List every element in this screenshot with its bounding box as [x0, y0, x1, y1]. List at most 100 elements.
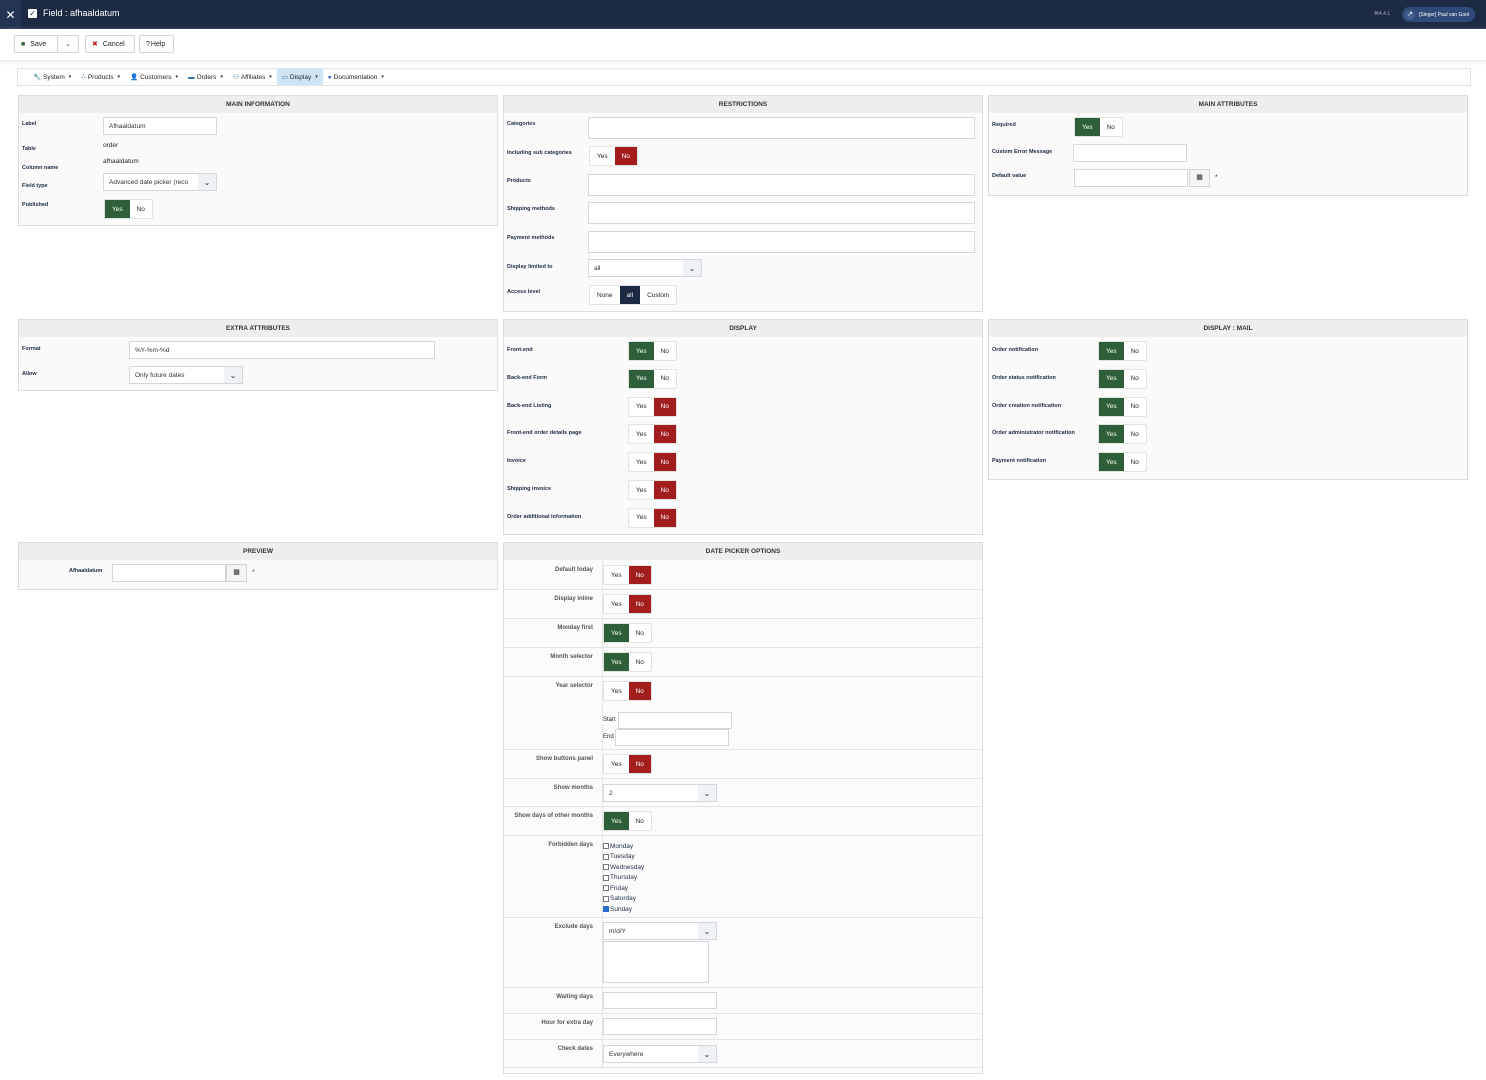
no-option[interactable]: No: [653, 508, 676, 527]
no-option[interactable]: No: [614, 147, 637, 165]
back-end-formtoggle[interactable]: Yes No: [628, 368, 677, 389]
checkbox[interactable]: [603, 885, 609, 892]
preview-date-input[interactable]: [112, 564, 226, 582]
day-checkbox-item[interactable]: Tuesday: [603, 852, 644, 863]
show-months-select[interactable]: 2 ⌄: [603, 784, 717, 802]
hour-input[interactable]: [603, 1018, 717, 1035]
no-option[interactable]: No: [635, 658, 644, 666]
yes-option[interactable]: Yes: [636, 458, 647, 466]
day-checkbox-item[interactable]: Monday: [603, 841, 644, 852]
field-type-select[interactable]: Advanced date picker (reco ⌄: [103, 173, 217, 191]
no-option[interactable]: No: [1130, 430, 1139, 438]
checkbox[interactable]: [603, 864, 609, 871]
no-option[interactable]: No: [1130, 347, 1139, 355]
order-creation-notificationtoggle[interactable]: Yes No: [1098, 396, 1147, 417]
exclude-format-select[interactable]: m/d/Y ⌄: [603, 922, 717, 940]
display-limited-select[interactable]: all ⌄: [588, 259, 702, 277]
cancel-button[interactable]: ✖ Cancel: [85, 35, 135, 53]
day-checkbox-item[interactable]: Sunday: [603, 904, 644, 915]
yes-option[interactable]: Yes: [1099, 342, 1124, 360]
yes-option[interactable]: Yes: [611, 687, 622, 695]
access-custom-option[interactable]: Custom: [647, 291, 670, 299]
checkbox[interactable]: [603, 843, 609, 850]
save-button[interactable]: ■ Save: [14, 35, 58, 53]
day-checkbox-item[interactable]: Friday: [603, 883, 644, 894]
back-end-listingtoggle[interactable]: Yes No: [628, 396, 677, 417]
yes-option[interactable]: Yes: [611, 571, 622, 579]
no-option[interactable]: No: [1106, 123, 1115, 131]
yes-option[interactable]: Yes: [636, 430, 647, 438]
yes-option[interactable]: Yes: [636, 514, 647, 522]
start-input[interactable]: [618, 712, 732, 729]
day-checkbox-item[interactable]: Wednesday: [603, 862, 644, 873]
menu-item-display[interactable]: ▭ Display ▾: [276, 69, 323, 85]
front-end-order-details-pagetoggle[interactable]: Yes No: [628, 424, 677, 445]
no-option[interactable]: No: [628, 566, 651, 584]
sub-categories-toggle[interactable]: Yes No: [589, 146, 638, 166]
order-additional-informationtoggle[interactable]: Yes No: [628, 507, 677, 528]
yes-option[interactable]: Yes: [604, 624, 629, 642]
checkbox[interactable]: [603, 906, 609, 913]
label-input[interactable]: Afhaaldatum: [103, 117, 217, 135]
no-option[interactable]: No: [1130, 403, 1139, 411]
waiting-input[interactable]: [603, 992, 717, 1009]
yes-option[interactable]: Yes: [1099, 425, 1124, 444]
categories-input[interactable]: [588, 117, 975, 139]
yes-option[interactable]: Yes: [604, 812, 629, 830]
no-option[interactable]: No: [1130, 375, 1139, 383]
front-endtoggle[interactable]: Yes No: [628, 341, 677, 361]
no-option[interactable]: No: [635, 817, 644, 825]
menu-item-customers[interactable]: 👤 Customers ▾: [125, 69, 183, 85]
no-option[interactable]: No: [628, 595, 651, 613]
menu-item-orders[interactable]: ▬ Orders ▾: [183, 69, 228, 85]
checkbox[interactable]: [603, 874, 609, 881]
save-dropdown-button[interactable]: ⌄: [57, 35, 79, 53]
required-toggle[interactable]: Yes No: [1074, 117, 1123, 137]
yes-option[interactable]: Yes: [1099, 453, 1124, 472]
show-days-toggle[interactable]: Yes No: [603, 811, 652, 831]
yes-option[interactable]: Yes: [1099, 397, 1124, 416]
yes-option[interactable]: Yes: [604, 653, 629, 671]
no-option[interactable]: No: [653, 481, 676, 499]
joomla-logo-icon[interactable]: ✕: [0, 0, 21, 29]
monday-first-toggle[interactable]: Yes No: [603, 623, 652, 643]
checkbox[interactable]: [603, 853, 609, 860]
yes-option[interactable]: Yes: [636, 486, 647, 494]
menu-item-system[interactable]: 🔧 System ▾: [28, 69, 76, 85]
no-option[interactable]: No: [635, 629, 644, 637]
payment-notificationtoggle[interactable]: Yes No: [1098, 452, 1147, 473]
end-input[interactable]: [615, 729, 729, 746]
no-option[interactable]: No: [628, 682, 651, 700]
check-select[interactable]: Everywhere ⌄: [603, 1045, 717, 1063]
order-administrator-notificationtoggle[interactable]: Yes No: [1098, 424, 1147, 445]
no-option[interactable]: No: [653, 425, 676, 444]
no-option[interactable]: No: [653, 397, 676, 416]
yes-option[interactable]: Yes: [597, 152, 608, 160]
yes-option[interactable]: Yes: [1075, 118, 1100, 136]
no-option[interactable]: No: [1130, 458, 1139, 466]
help-button[interactable]: ? Help: [139, 35, 174, 53]
no-option[interactable]: No: [660, 375, 669, 383]
format-input[interactable]: %Y-%m-%d: [129, 341, 435, 359]
no-option[interactable]: No: [660, 347, 669, 355]
published-toggle[interactable]: Yes No: [104, 199, 153, 219]
no-option[interactable]: No: [628, 755, 651, 773]
order-notificationtoggle[interactable]: Yes No: [1098, 341, 1147, 361]
user-menu-button[interactable]: ↗ [Sleger] Paul van Gool: [1402, 7, 1476, 22]
no-option[interactable]: No: [653, 453, 676, 472]
access-none-option[interactable]: None: [597, 291, 613, 299]
access-all-option[interactable]: all: [619, 286, 641, 304]
order-status-notificationtoggle[interactable]: Yes No: [1098, 368, 1147, 389]
default-value-input[interactable]: [1074, 169, 1188, 187]
yes-option[interactable]: Yes: [1099, 369, 1124, 388]
access-level-toggle[interactable]: None all Custom: [589, 285, 678, 305]
exclude-days-textarea[interactable]: [603, 941, 709, 983]
calendar-icon[interactable]: ▦: [226, 564, 247, 582]
yes-option[interactable]: Yes: [611, 600, 622, 608]
day-checkbox-item[interactable]: Thursday: [603, 873, 644, 884]
invoicetoggle[interactable]: Yes No: [628, 452, 677, 473]
menu-item-documentation[interactable]: ● Documentation ▾: [323, 69, 389, 85]
no-option[interactable]: No: [136, 205, 145, 213]
shipping-invoicetoggle[interactable]: Yes No: [628, 480, 677, 500]
error-message-input[interactable]: [1073, 144, 1187, 162]
